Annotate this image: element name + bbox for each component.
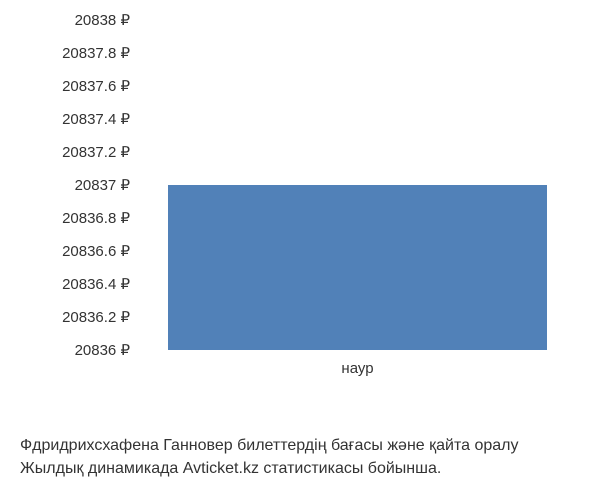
x-tick-label: наур bbox=[341, 360, 373, 377]
y-tick-label: 20837 ₽ bbox=[75, 176, 130, 194]
plot-area bbox=[135, 20, 580, 350]
bar bbox=[168, 185, 546, 350]
caption-line-2: Жылдық динамикада Avticket.kz статистика… bbox=[20, 458, 580, 480]
y-tick-label: 20837.8 ₽ bbox=[62, 44, 130, 62]
y-tick-label: 20836.6 ₽ bbox=[62, 242, 130, 260]
y-tick-label: 20838 ₽ bbox=[75, 11, 130, 29]
y-tick-label: 20837.2 ₽ bbox=[62, 143, 130, 161]
y-tick-label: 20836 ₽ bbox=[75, 341, 130, 359]
y-tick-label: 20837.6 ₽ bbox=[62, 77, 130, 95]
caption-line-1: Фдридрихсхафена Ганновер билеттердің бағ… bbox=[20, 435, 580, 457]
y-tick-label: 20836.2 ₽ bbox=[62, 308, 130, 326]
chart-caption: Фдридрихсхафена Ганновер билеттердің бағ… bbox=[20, 435, 580, 480]
y-tick-label: 20836.4 ₽ bbox=[62, 275, 130, 293]
y-tick-label: 20837.4 ₽ bbox=[62, 110, 130, 128]
bar-chart: 20838 ₽20837.8 ₽20837.6 ₽20837.4 ₽20837.… bbox=[20, 20, 580, 400]
y-axis: 20838 ₽20837.8 ₽20837.6 ₽20837.4 ₽20837.… bbox=[20, 20, 130, 350]
y-tick-label: 20836.8 ₽ bbox=[62, 209, 130, 227]
